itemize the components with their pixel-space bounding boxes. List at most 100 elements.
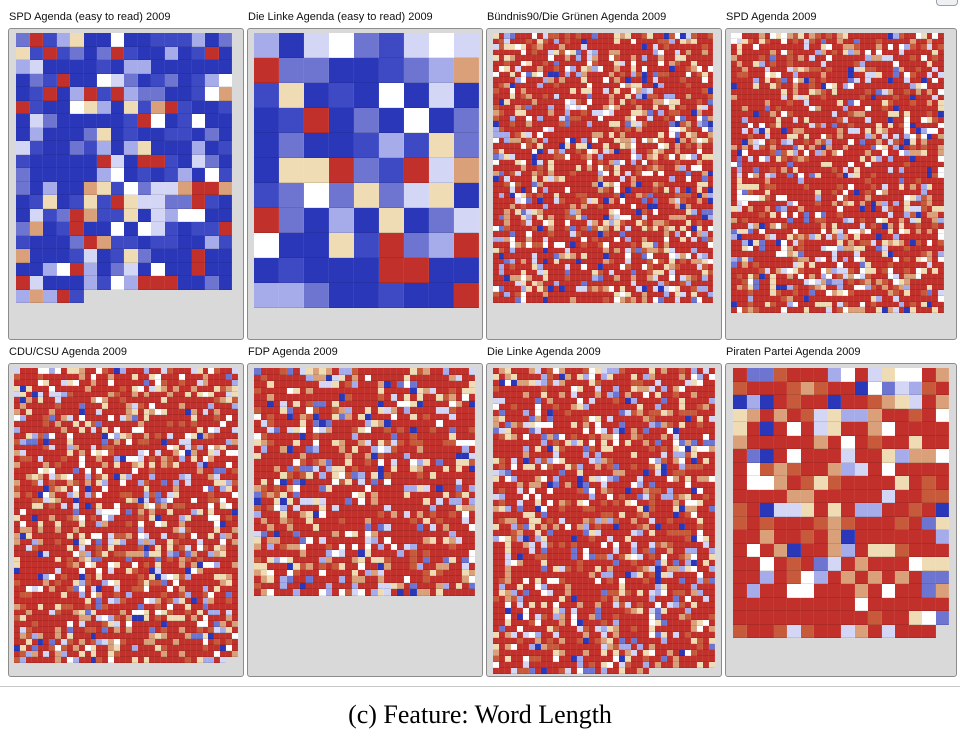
word-cell[interactable] <box>842 33 849 39</box>
word-cell[interactable] <box>515 44 521 50</box>
word-cell[interactable] <box>537 214 543 220</box>
word-cell[interactable] <box>685 115 691 121</box>
word-cell[interactable] <box>173 403 179 410</box>
word-cell[interactable] <box>842 105 849 112</box>
word-cell[interactable] <box>926 44 933 50</box>
word-cell[interactable] <box>592 286 598 292</box>
word-cell[interactable] <box>149 432 156 439</box>
word-cell[interactable] <box>837 262 843 268</box>
word-cell[interactable] <box>161 409 168 416</box>
word-cell[interactable] <box>691 55 697 61</box>
word-cell[interactable] <box>553 55 559 61</box>
word-cell[interactable] <box>19 391 26 398</box>
word-cell[interactable] <box>663 236 669 242</box>
word-cell[interactable] <box>926 239 933 246</box>
word-cell[interactable] <box>592 44 598 50</box>
word-cell[interactable] <box>826 33 832 39</box>
word-cell[interactable] <box>792 301 799 308</box>
word-cell[interactable] <box>619 253 625 259</box>
word-cell[interactable] <box>125 397 132 404</box>
word-cell[interactable] <box>564 38 570 44</box>
word-cell[interactable] <box>493 258 499 264</box>
word-cell[interactable] <box>619 49 625 55</box>
word-cell[interactable] <box>753 88 759 95</box>
word-cell[interactable] <box>842 55 849 61</box>
word-cell[interactable] <box>559 269 565 275</box>
word-cell[interactable] <box>736 111 743 117</box>
word-cell[interactable] <box>254 158 279 183</box>
word-cell[interactable] <box>792 279 799 285</box>
word-cell[interactable] <box>43 289 57 303</box>
word-cell[interactable] <box>921 217 927 224</box>
word-cell[interactable] <box>814 150 821 157</box>
word-cell[interactable] <box>658 165 664 171</box>
word-cell[interactable] <box>19 450 26 457</box>
word-cell[interactable] <box>915 60 922 67</box>
word-cell[interactable] <box>226 409 232 416</box>
word-cell[interactable] <box>548 143 554 149</box>
word-cell[interactable] <box>820 156 827 162</box>
word-cell[interactable] <box>809 184 815 190</box>
word-cell[interactable] <box>619 71 625 77</box>
word-cell[interactable] <box>143 373 150 380</box>
word-cell[interactable] <box>161 450 168 457</box>
word-cell[interactable] <box>178 127 192 141</box>
word-cell[interactable] <box>775 290 782 296</box>
word-cell[interactable] <box>814 105 821 112</box>
word-cell[interactable] <box>893 38 899 45</box>
word-cell[interactable] <box>736 72 743 78</box>
word-cell[interactable] <box>151 73 165 87</box>
word-cell[interactable] <box>893 195 899 201</box>
word-cell[interactable] <box>702 159 708 165</box>
word-cell[interactable] <box>564 198 570 204</box>
word-cell[interactable] <box>493 170 499 176</box>
word-cell[interactable] <box>758 212 765 218</box>
word-cell[interactable] <box>770 245 776 252</box>
word-cell[interactable] <box>680 44 686 50</box>
word-cell[interactable] <box>647 291 653 297</box>
word-cell[interactable] <box>636 38 642 44</box>
word-cell[interactable] <box>641 77 647 83</box>
word-cell[interactable] <box>910 105 916 112</box>
word-cell[interactable] <box>526 214 532 220</box>
word-cell[interactable] <box>586 192 592 198</box>
word-cell[interactable] <box>564 170 570 176</box>
word-cell[interactable] <box>72 403 79 410</box>
word-cell[interactable] <box>548 148 554 154</box>
word-cell[interactable] <box>504 170 510 176</box>
word-cell[interactable] <box>16 73 30 87</box>
word-cell[interactable] <box>669 110 675 116</box>
word-cell[interactable] <box>575 110 581 116</box>
word-cell[interactable] <box>876 55 883 61</box>
word-cell[interactable] <box>758 139 765 145</box>
word-cell[interactable] <box>90 462 97 469</box>
word-cell[interactable] <box>531 192 537 198</box>
word-cell[interactable] <box>110 222 124 236</box>
word-cell[interactable] <box>798 206 804 212</box>
word-cell[interactable] <box>770 88 776 95</box>
word-cell[interactable] <box>641 242 647 248</box>
word-cell[interactable] <box>603 264 609 270</box>
word-cell[interactable] <box>882 206 888 212</box>
word-cell[interactable] <box>498 60 504 66</box>
word-cell[interactable] <box>837 290 843 296</box>
word-cell[interactable] <box>747 267 754 274</box>
word-cell[interactable] <box>542 231 548 237</box>
word-cell[interactable] <box>792 144 799 151</box>
word-cell[interactable] <box>731 111 737 117</box>
word-cell[interactable] <box>658 214 664 220</box>
word-cell[interactable] <box>753 284 759 291</box>
word-cell[interactable] <box>842 195 849 201</box>
word-cell[interactable] <box>67 379 73 386</box>
word-cell[interactable] <box>570 291 576 297</box>
word-cell[interactable] <box>658 209 664 215</box>
word-cell[interactable] <box>114 474 121 480</box>
word-cell[interactable] <box>581 275 587 281</box>
word-cell[interactable] <box>167 409 174 416</box>
word-cell[interactable] <box>926 38 933 45</box>
word-cell[interactable] <box>803 212 810 218</box>
word-cell[interactable] <box>882 228 888 235</box>
word-cell[interactable] <box>570 137 576 143</box>
word-cell[interactable] <box>83 249 97 263</box>
word-cell[interactable] <box>792 307 799 313</box>
